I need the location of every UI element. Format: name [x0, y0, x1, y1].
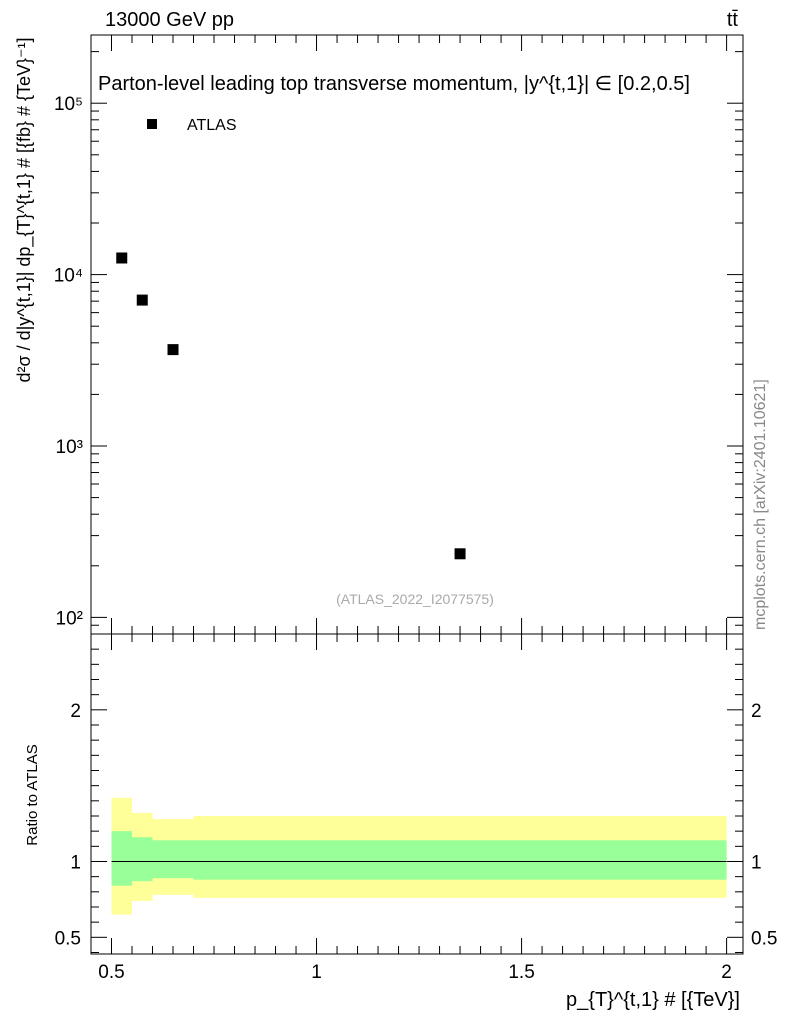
inner-band	[193, 840, 727, 880]
main-y-tick-labels: 10² 10³ 10⁴ 10⁵	[54, 94, 83, 629]
x-tick-label: 1	[311, 962, 322, 983]
analysis-watermark: (ATLAS_2022_I2077575)	[336, 591, 494, 607]
main-y-ticks	[91, 51, 743, 635]
data-points	[116, 252, 466, 560]
chart-title: Parton-level leading top transverse mome…	[98, 73, 690, 95]
legend-label: ATLAS	[187, 117, 237, 134]
x-tick-label: 0.5	[98, 962, 124, 983]
ratio-y-ticks	[91, 633, 743, 953]
data-point	[136, 294, 148, 306]
process-label: tt̄	[727, 9, 739, 31]
ratio-y-tick-label-right: 1	[751, 852, 762, 873]
main-y-axis-label: d²σ / d|y^{t,1}| dp_{T}^{t,1} # [{fb} # …	[14, 37, 35, 382]
ratio-y-tick-label: 2	[70, 701, 81, 722]
x-axis-label: p_{T}^{t,1} # [{TeV}]	[566, 989, 740, 1011]
inner-band	[152, 840, 194, 879]
legend-marker	[147, 119, 157, 129]
ratio-y-tick-label-right: 0.5	[751, 928, 777, 949]
main-y-tick-label: 10²	[56, 608, 83, 629]
ratio-y-axis-label: Ratio to ATLAS	[24, 744, 41, 845]
main-panel: 10² 10³ 10⁴ 10⁵ Parton-level leading top tr…	[14, 34, 744, 635]
main-x-ticks	[111, 35, 728, 634]
main-y-tick-label: 10⁵	[54, 94, 83, 115]
x-tick-label: 1.5	[508, 962, 534, 983]
inner-band	[111, 831, 133, 886]
data-point	[167, 344, 179, 356]
ratio-y-tick-label: 1	[70, 852, 81, 873]
ratio-x-ticks	[111, 634, 728, 954]
ratio-y-tick-label: 0.5	[55, 928, 81, 949]
data-point	[116, 252, 128, 264]
main-y-tick-label: 10³	[56, 437, 83, 458]
side-label: mcplots.cern.ch [arXiv:2401.10621]	[752, 379, 769, 630]
ratio-y-tick-labels: 0.5 0.5 1 1 2 2	[55, 701, 778, 949]
x-tick-label: 2	[721, 962, 732, 983]
ratio-y-tick-label-right: 2	[751, 701, 762, 722]
data-point	[454, 548, 466, 560]
ratio-frame	[90, 633, 744, 955]
inner-band	[132, 837, 153, 882]
main-y-tick-label: 10⁴	[54, 266, 83, 287]
energy-label: 13000 GeV pp	[105, 9, 234, 31]
ratio-panel: 0.5 0.5 1 1 2 2 0.5 1 1.5 2 Ratio to ATLAS p_{T}…	[24, 633, 778, 1011]
ratio-bands	[111, 797, 727, 915]
x-tick-labels: 0.5 1 1.5 2	[98, 962, 732, 983]
